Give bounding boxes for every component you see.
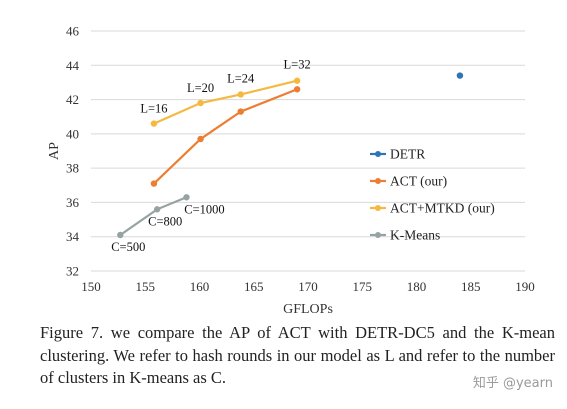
data-point	[150, 120, 158, 127]
x-tick-label: 185	[461, 279, 481, 294]
legend: DETR ACT (our) ACT+MTKD (our) K-Means	[370, 147, 495, 243]
legend-label: K-Means	[390, 228, 440, 243]
data-point	[293, 77, 301, 84]
x-tick-label: 165	[244, 279, 264, 294]
y-axis-title: AP	[47, 142, 62, 160]
data-label: L=20	[187, 81, 214, 95]
data-point	[117, 231, 124, 239]
legend-item: ACT (our)	[370, 174, 447, 189]
data-label: C=800	[148, 214, 182, 228]
series-line	[153, 79, 298, 125]
legend-item: ACT+MTKD (our)	[370, 201, 495, 216]
legend-item: DETR	[370, 147, 425, 162]
y-tick-label: 40	[66, 126, 79, 141]
legend-swatch-marker	[375, 178, 381, 184]
legend-item: K-Means	[370, 228, 440, 243]
y-tick-labels: 32 34 36 38 40 42 44 46	[66, 24, 80, 279]
series-act-our	[150, 86, 301, 187]
data-point	[456, 72, 464, 79]
legend-swatch-marker	[375, 151, 381, 157]
gridlines	[91, 30, 525, 272]
data-point	[150, 180, 158, 187]
y-tick-label: 34	[66, 229, 80, 244]
y-tick-label: 36	[66, 195, 80, 210]
y-tick-label: 42	[66, 92, 79, 107]
y-tick-label: 46	[66, 24, 80, 39]
data-point	[237, 108, 244, 115]
y-tick-label: 44	[66, 58, 80, 73]
x-axis-title: GFLOPs	[283, 302, 333, 317]
x-tick-label: 155	[136, 279, 156, 294]
x-tick-label: 190	[515, 279, 535, 294]
series-act-mtkd-our: L=16 L=20 L=24 L=32	[140, 58, 311, 127]
y-tick-label: 38	[66, 161, 79, 176]
x-tick-label: 180	[407, 279, 427, 294]
legend-label: ACT+MTKD (our)	[390, 201, 495, 216]
data-point	[237, 91, 244, 98]
data-point	[293, 86, 301, 93]
y-tick-label: 32	[66, 264, 79, 279]
legend-label: DETR	[390, 147, 425, 162]
data-point	[197, 99, 204, 107]
data-label: L=16	[140, 102, 167, 116]
data-label: L=32	[284, 58, 311, 72]
series-line	[153, 88, 298, 185]
legend-swatch-marker	[375, 232, 381, 238]
legend-label: ACT (our)	[390, 174, 447, 189]
plot-area	[91, 31, 525, 271]
data-point	[183, 194, 190, 201]
x-tick-label: 175	[353, 279, 373, 294]
data-point	[153, 206, 161, 213]
line-chart: 32 34 36 38 40 42 44 46 150 155 160 165 170 175 180 18…	[47, 24, 535, 318]
x-tick-label: 150	[81, 279, 101, 294]
data-label: C=500	[111, 240, 145, 254]
x-tick-label: 170	[298, 279, 318, 294]
x-tick-label: 160	[190, 279, 210, 294]
legend-swatch-marker	[375, 205, 381, 211]
data-label: C=1000	[184, 202, 224, 216]
figure-caption: Figure 7. we compare the AP of ACT with …	[40, 323, 555, 387]
watermark: 知乎 @yearn	[472, 376, 553, 391]
data-point	[197, 135, 204, 143]
series-detr	[456, 72, 464, 79]
x-tick-labels: 150 155 160 165 170 175 180 185 190	[81, 279, 535, 294]
data-label: L=24	[227, 71, 255, 85]
